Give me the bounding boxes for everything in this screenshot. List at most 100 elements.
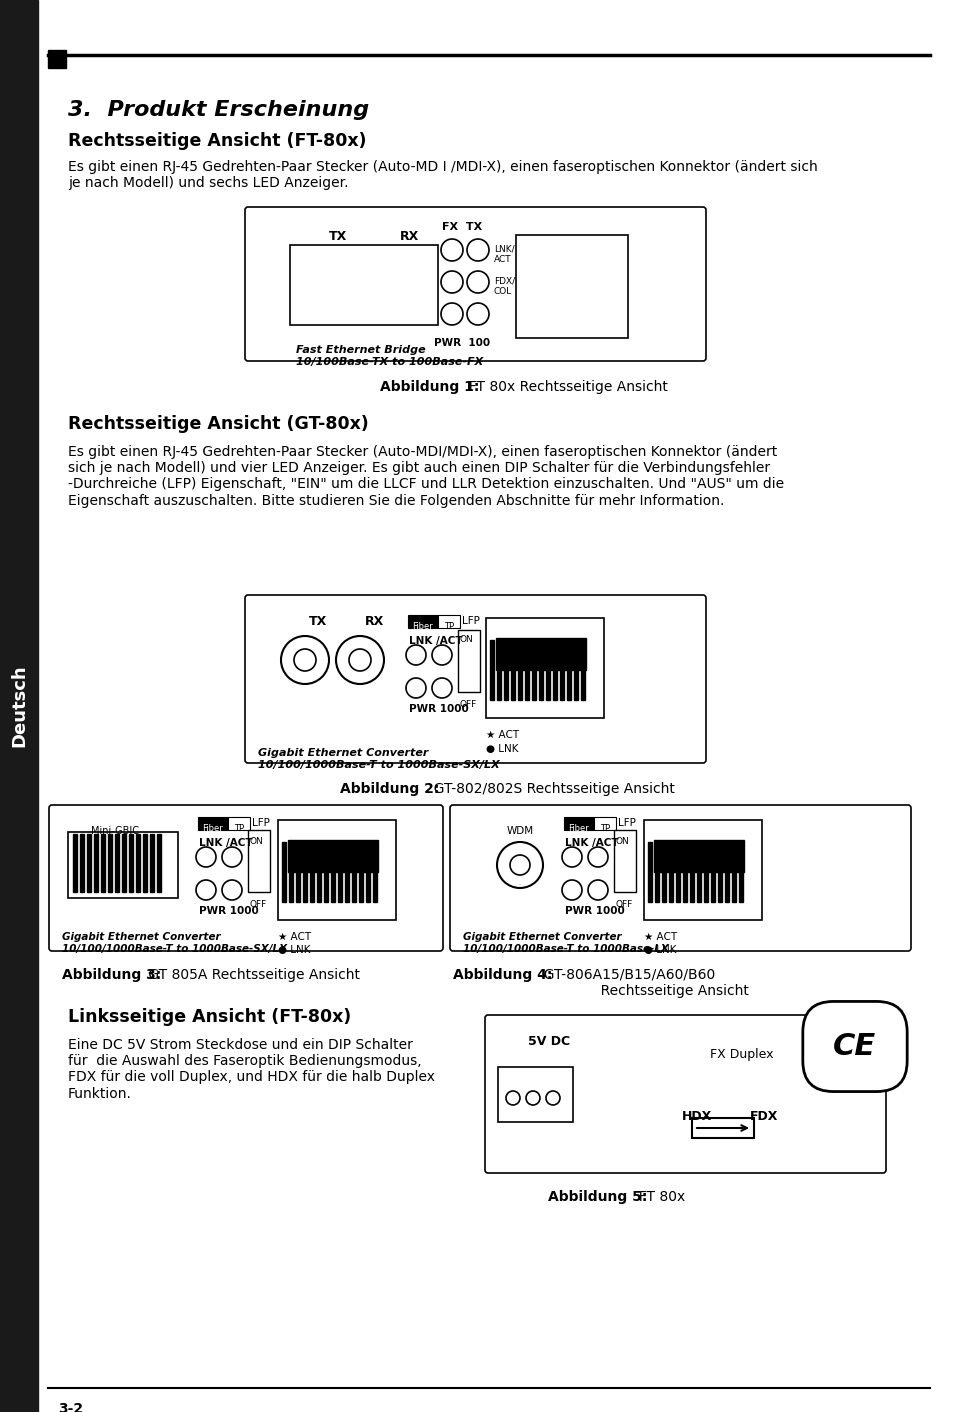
Circle shape	[349, 650, 371, 671]
Bar	[437, 616, 459, 628]
Bar	[559, 640, 563, 700]
Circle shape	[440, 239, 462, 261]
Bar	[129, 834, 132, 892]
Circle shape	[510, 856, 530, 875]
Text: LFP: LFP	[252, 818, 270, 827]
Circle shape	[406, 645, 426, 665]
Bar	[408, 616, 437, 628]
Bar	[682, 842, 686, 902]
Text: OFF: OFF	[250, 899, 267, 909]
Text: Fast Ethernet Bridge: Fast Ethernet Bridge	[295, 345, 425, 354]
Bar	[676, 842, 679, 902]
Text: ACT: ACT	[494, 256, 511, 264]
Bar	[614, 830, 636, 892]
Text: TP: TP	[233, 825, 244, 833]
Text: LNK/: LNK/	[494, 244, 514, 253]
Text: Gigabit Ethernet Converter: Gigabit Ethernet Converter	[462, 932, 621, 942]
Text: Mini-GBIC: Mini-GBIC	[91, 826, 139, 836]
Text: PWR 1000: PWR 1000	[199, 907, 258, 916]
Circle shape	[497, 842, 542, 888]
Text: FX Duplex: FX Duplex	[709, 1048, 773, 1060]
Text: ★ ACT: ★ ACT	[485, 730, 518, 740]
Bar	[290, 246, 437, 325]
Bar	[574, 640, 578, 700]
Bar	[0, 0, 38, 1412]
Text: HDX: HDX	[681, 1110, 712, 1123]
Text: 10/100/1000Base-T to 1000Base-SX/LX: 10/100/1000Base-T to 1000Base-SX/LX	[62, 945, 287, 955]
Bar	[295, 842, 299, 902]
Text: OFF: OFF	[459, 700, 476, 709]
Circle shape	[432, 645, 452, 665]
Bar	[710, 842, 714, 902]
Bar	[538, 640, 542, 700]
Text: ● LNK: ● LNK	[485, 744, 518, 754]
Bar	[366, 842, 370, 902]
Text: ON: ON	[459, 635, 474, 644]
Circle shape	[587, 847, 607, 867]
Circle shape	[335, 635, 384, 683]
Bar	[198, 818, 228, 830]
Bar	[497, 640, 500, 700]
Bar	[485, 618, 603, 717]
Circle shape	[561, 847, 581, 867]
Text: ★ ACT: ★ ACT	[277, 932, 311, 942]
Bar	[553, 640, 557, 700]
Text: RX: RX	[400, 230, 419, 243]
Bar	[691, 1118, 753, 1138]
Text: GT-806A15/B15/A60/B60
               Rechtsseitige Ansicht: GT-806A15/B15/A60/B60 Rechtsseitige Ansi…	[535, 969, 748, 998]
Bar	[654, 840, 743, 873]
Text: FDX/: FDX/	[494, 275, 515, 285]
Bar	[352, 842, 355, 902]
Text: LNK /ACT: LNK /ACT	[409, 635, 462, 647]
Bar	[122, 834, 126, 892]
Text: Abbildung 4:: Abbildung 4:	[453, 969, 552, 981]
Bar	[115, 834, 119, 892]
Bar	[594, 818, 616, 830]
Circle shape	[587, 880, 607, 899]
Text: FT 80x: FT 80x	[629, 1190, 684, 1204]
Circle shape	[195, 847, 215, 867]
Bar	[303, 842, 307, 902]
Bar	[517, 640, 521, 700]
Circle shape	[440, 304, 462, 325]
Bar	[647, 842, 651, 902]
Circle shape	[222, 847, 242, 867]
Text: Rechtsseitige Ansicht (GT-80x): Rechtsseitige Ansicht (GT-80x)	[68, 415, 369, 433]
Bar	[345, 842, 349, 902]
Bar	[497, 1067, 573, 1123]
FancyBboxPatch shape	[245, 208, 705, 361]
Bar	[566, 640, 571, 700]
Bar	[136, 834, 140, 892]
Text: RX: RX	[365, 616, 384, 628]
Text: Gigabit Ethernet Converter: Gigabit Ethernet Converter	[62, 932, 220, 942]
Bar	[157, 834, 161, 892]
Circle shape	[561, 880, 581, 899]
Bar	[580, 640, 584, 700]
Text: PWR 1000: PWR 1000	[564, 907, 624, 916]
Text: Rechtsseitige Ansicht (FT-80x): Rechtsseitige Ansicht (FT-80x)	[68, 131, 366, 150]
FancyBboxPatch shape	[245, 594, 705, 762]
Circle shape	[467, 271, 489, 294]
Text: WDM: WDM	[506, 826, 533, 836]
Text: TP: TP	[443, 623, 454, 631]
Text: Abbildung 1:: Abbildung 1:	[379, 380, 478, 394]
Text: GT-802/802S Rechtsseitige Ansicht: GT-802/802S Rechtsseitige Ansicht	[424, 782, 674, 796]
Bar	[358, 842, 363, 902]
Text: TX: TX	[329, 230, 347, 243]
Text: LNK /ACT: LNK /ACT	[199, 837, 253, 849]
Bar	[457, 630, 479, 692]
Bar	[331, 842, 335, 902]
Circle shape	[432, 678, 452, 698]
Text: Linksseitige Ansicht (FT-80x): Linksseitige Ansicht (FT-80x)	[68, 1008, 351, 1027]
Text: Abbildung 3:: Abbildung 3:	[62, 969, 161, 981]
Text: Gigabit Ethernet Converter: Gigabit Ethernet Converter	[257, 748, 428, 758]
Text: Abbildung 5:: Abbildung 5:	[547, 1190, 647, 1204]
Text: ON: ON	[250, 837, 263, 846]
Bar	[697, 842, 700, 902]
Text: COL: COL	[494, 287, 512, 297]
Circle shape	[222, 880, 242, 899]
Bar	[718, 842, 721, 902]
Bar	[511, 640, 515, 700]
Text: TX: TX	[309, 616, 327, 628]
Bar	[87, 834, 91, 892]
